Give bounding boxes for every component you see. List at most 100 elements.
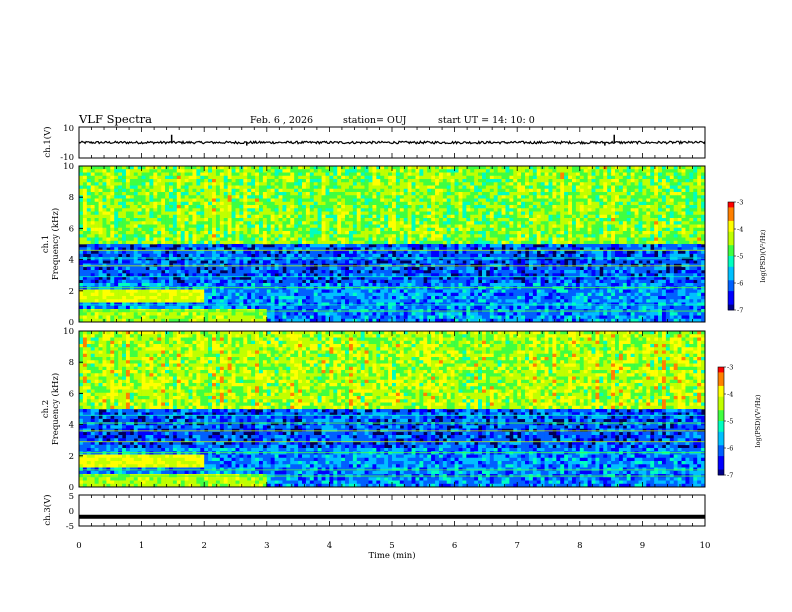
spectrogram-cell — [79, 315, 84, 320]
spectrogram-cell — [419, 292, 424, 297]
spectrogram-cell — [137, 305, 142, 310]
spectrogram-cell — [270, 276, 275, 281]
spectrogram-cell — [462, 182, 467, 186]
spectrogram-cell — [251, 318, 256, 323]
spectrogram-cell — [341, 260, 346, 264]
spectrogram-cell — [247, 208, 252, 212]
spectrogram-cell — [200, 240, 205, 245]
spectrogram-cell — [125, 227, 131, 232]
spectrogram-cell — [368, 169, 373, 173]
spectrogram-cell — [122, 240, 127, 245]
spectrogram-cell — [462, 253, 467, 258]
spectrogram-cell — [411, 270, 416, 274]
spectrogram-cell — [262, 302, 268, 307]
spectrogram-cell — [501, 169, 506, 173]
spectrogram-cell — [454, 192, 459, 196]
spectrogram-cell — [493, 283, 498, 287]
spectrogram-cell — [196, 166, 201, 170]
spectrogram-cell — [235, 227, 240, 232]
spectrogram-cell — [474, 234, 479, 238]
spectrogram-cell — [305, 195, 311, 199]
spectrogram-cell — [470, 205, 475, 209]
spectrogram-cell — [98, 253, 103, 258]
spectrogram-cell — [141, 227, 146, 232]
spectrogram-cell — [388, 227, 393, 232]
spectrogram-cell — [274, 244, 279, 248]
spectrogram-cell — [423, 205, 428, 209]
spectrogram-cell — [466, 198, 471, 203]
spectrogram-cell — [266, 205, 272, 209]
spectrogram-cell — [356, 279, 361, 284]
spectrogram-cell — [435, 208, 440, 212]
spectrogram-cell — [94, 166, 99, 170]
spectrogram-cell — [106, 318, 111, 323]
spectrogram-cell — [403, 279, 408, 284]
spectrogram-cell — [395, 214, 401, 219]
spectrogram-cell — [325, 240, 330, 245]
spectrogram-cell — [458, 166, 463, 170]
spectrogram-cell — [137, 237, 142, 242]
spectrogram-cell — [86, 201, 92, 206]
spectrogram-cell — [98, 292, 103, 297]
spectrogram-cell — [309, 169, 315, 173]
spectrogram-cell — [278, 318, 283, 323]
spectrogram-cell — [219, 312, 225, 316]
spectrogram-cell — [243, 179, 248, 183]
spectrogram-cell — [118, 227, 123, 232]
spectrogram-cell — [337, 198, 342, 203]
spectrogram-cell — [184, 231, 189, 235]
spectrogram-cell — [188, 195, 193, 199]
spectrogram-cell — [407, 279, 412, 284]
spectrogram-cell — [470, 283, 475, 287]
spectrogram-cell — [431, 263, 436, 268]
spectrogram-cell — [407, 289, 412, 294]
spectrogram-cell — [137, 198, 142, 203]
spectrogram-cell — [337, 169, 342, 173]
spectrogram-cell — [141, 192, 146, 196]
spectrogram-cell — [258, 185, 264, 190]
spectrogram-cell — [325, 224, 330, 229]
spectrogram-cell — [243, 237, 248, 242]
spectrogram-cell — [247, 198, 252, 203]
spectrogram-cell — [450, 221, 455, 225]
spectrogram-cell — [258, 247, 264, 251]
spectrogram-cell — [368, 257, 373, 261]
spectrogram-cell — [454, 195, 459, 199]
spectrogram-cell — [356, 169, 361, 173]
spectrogram-cell — [231, 299, 236, 303]
spectrogram-cell — [313, 237, 318, 242]
spectrogram-cell — [196, 253, 201, 258]
spectrogram-cell — [423, 192, 428, 196]
spectrogram-cell — [176, 292, 182, 297]
spectrogram-cell — [258, 305, 264, 310]
spectrogram-cell — [454, 224, 459, 229]
spectrogram-cell — [450, 315, 455, 320]
spectrogram-cell — [125, 270, 131, 274]
spectrogram-cell — [176, 289, 182, 294]
spectrogram-cell — [110, 302, 115, 307]
spectrogram-cell — [376, 296, 381, 300]
spectrogram-cell — [184, 266, 189, 271]
spectrogram-cell — [313, 172, 318, 177]
spectrogram-cell — [196, 227, 201, 232]
spectrogram-cell — [168, 208, 174, 212]
spectrogram-cell — [98, 302, 103, 307]
spectrogram-cell — [454, 253, 459, 258]
spectrogram-cell — [446, 283, 451, 287]
spectrogram-cell — [243, 195, 248, 199]
spectrogram-cell — [278, 292, 283, 297]
spectrogram-cell — [298, 253, 303, 258]
spectrogram-cell — [168, 214, 174, 219]
spectrogram-cell — [415, 240, 420, 245]
spectrogram-cell — [251, 188, 256, 193]
spectrogram-cell — [82, 195, 88, 199]
spectrogram-cell — [176, 247, 182, 251]
spectrogram-cell — [270, 182, 275, 186]
spectrogram-cell — [141, 231, 146, 235]
spectrogram-cell — [372, 234, 377, 238]
spectrogram-cell — [290, 185, 295, 190]
spectrogram-cell — [149, 263, 154, 268]
spectrogram-cell — [180, 312, 185, 316]
spectrogram-cell — [161, 208, 166, 212]
spectrogram-cell — [94, 302, 99, 307]
